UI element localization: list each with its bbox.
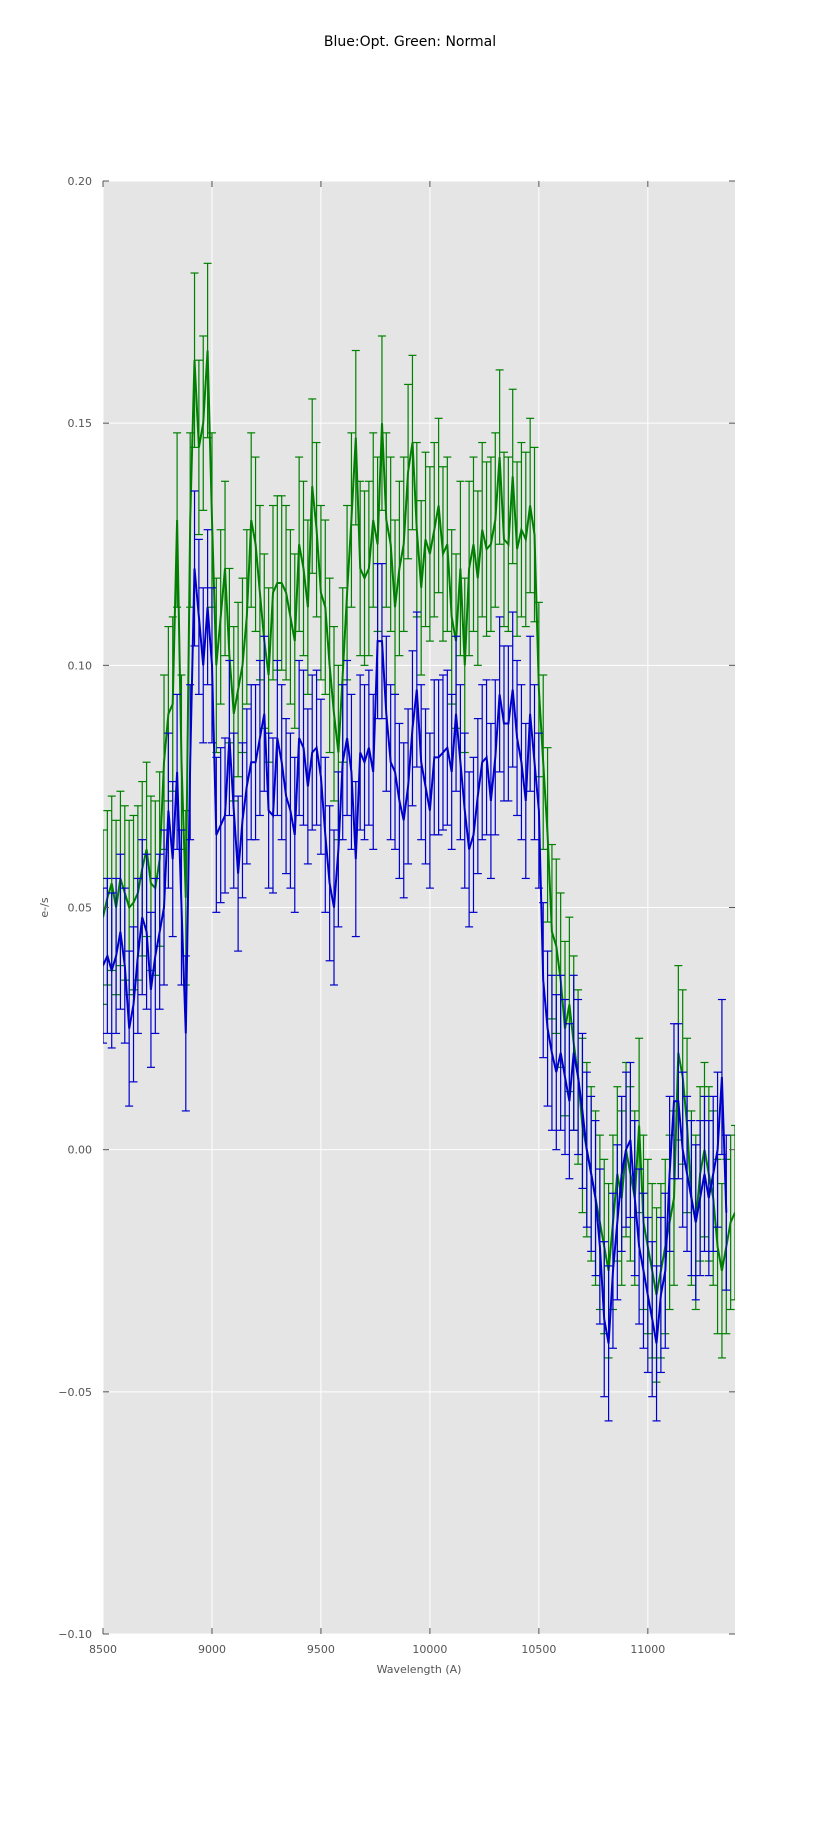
y-tick-label: 0.00 <box>68 1144 93 1157</box>
x-axis-label: Wavelength (A) <box>377 1663 462 1676</box>
series-layer <box>103 262 735 1422</box>
x-tick-label: 10000 <box>412 1643 447 1656</box>
y-tick-label: −0.10 <box>58 1628 92 1641</box>
axis-ticks: 8500 9000 9500 10000 10500 11000 −0.10 −0.05 0.0… <box>58 175 735 1656</box>
y-tick-label: 0.15 <box>68 417 93 430</box>
x-tick-label: 9500 <box>307 1643 335 1656</box>
series-line <box>103 568 728 1344</box>
series-line <box>103 350 735 1296</box>
y-tick-label: 0.05 <box>68 902 93 915</box>
x-tick-label: 10500 <box>521 1643 556 1656</box>
x-tick-label: 8500 <box>89 1643 117 1656</box>
x-tick-label: 11000 <box>630 1643 665 1656</box>
x-tick-label: 9000 <box>198 1643 226 1656</box>
y-axis-label: e-/s <box>38 897 51 917</box>
y-tick-label: 0.20 <box>68 175 93 188</box>
y-tick-label: 0.10 <box>68 659 93 672</box>
y-tick-label: −0.05 <box>58 1386 92 1399</box>
series-0 <box>103 262 735 1383</box>
series-1 <box>103 490 731 1422</box>
chart-title: Blue:Opt. Green: Normal <box>324 34 496 50</box>
grid-lines <box>102 180 735 1635</box>
